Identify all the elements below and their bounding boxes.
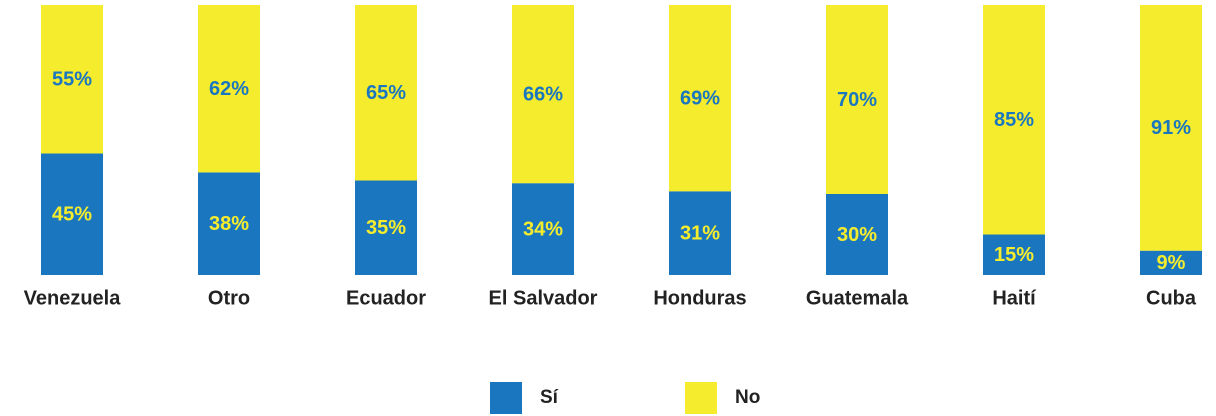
bar-segment	[1140, 5, 1202, 251]
legend-label: No	[735, 387, 760, 408]
value-label: 35%	[366, 217, 406, 239]
bar-segment	[826, 194, 888, 275]
category-label: Venezuela	[24, 287, 122, 309]
bar-segment	[355, 5, 417, 181]
bar-segment	[512, 183, 574, 275]
category-label: Cuba	[1146, 287, 1197, 309]
bar-segment	[1140, 250, 1202, 275]
bar-segment	[512, 5, 574, 184]
value-label: 70%	[837, 89, 877, 111]
bar-segment	[355, 180, 417, 275]
bar-segment	[669, 191, 731, 275]
value-label: 85%	[994, 109, 1034, 131]
value-label: 31%	[680, 222, 720, 244]
value-label: 34%	[523, 218, 563, 240]
bar-segment	[198, 5, 260, 173]
value-label: 15%	[994, 244, 1034, 266]
value-label: 65%	[366, 82, 406, 104]
bar-segment	[41, 153, 103, 275]
value-label: 55%	[52, 69, 92, 91]
category-label: Haití	[992, 287, 1037, 309]
value-label: 9%	[1157, 252, 1186, 274]
bar-segment	[983, 234, 1045, 275]
bar-segment	[198, 172, 260, 275]
bar-segment	[41, 5, 103, 154]
legend-swatch	[685, 382, 717, 414]
category-label: Guatemala	[806, 287, 909, 309]
legend-label: Sí	[540, 387, 559, 408]
value-label: 66%	[523, 83, 563, 105]
category-label: Otro	[208, 287, 250, 309]
value-label: 38%	[209, 213, 249, 235]
bar-segment	[983, 5, 1045, 235]
legend-swatch	[490, 382, 522, 414]
category-label: El Salvador	[489, 287, 598, 309]
category-label: Honduras	[653, 287, 746, 309]
category-label: Ecuador	[346, 287, 426, 309]
value-label: 69%	[680, 87, 720, 109]
bar-segment	[826, 5, 888, 194]
bar-segment	[669, 5, 731, 192]
value-label: 62%	[209, 78, 249, 100]
value-label: 30%	[837, 224, 877, 246]
value-label: 91%	[1151, 117, 1191, 139]
value-label: 45%	[52, 204, 92, 226]
